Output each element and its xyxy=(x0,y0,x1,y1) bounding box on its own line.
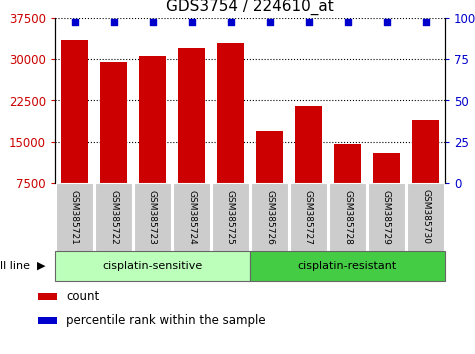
Text: count: count xyxy=(66,290,100,303)
Point xyxy=(110,19,117,25)
Bar xyxy=(55,251,250,281)
Point xyxy=(304,19,312,25)
Bar xyxy=(217,43,244,224)
Title: GDS3754 / 224610_at: GDS3754 / 224610_at xyxy=(166,0,334,15)
Text: cell line  ▶: cell line ▶ xyxy=(0,261,46,271)
Text: GSM385721: GSM385721 xyxy=(70,189,79,245)
Text: GSM385728: GSM385728 xyxy=(343,189,352,245)
Point xyxy=(149,19,156,25)
Bar xyxy=(373,153,400,224)
Bar xyxy=(329,183,366,251)
Bar xyxy=(251,183,288,251)
Text: percentile rank within the sample: percentile rank within the sample xyxy=(66,314,266,327)
Bar xyxy=(61,40,88,224)
Text: GSM385729: GSM385729 xyxy=(382,189,391,245)
Point xyxy=(227,19,234,25)
Text: GSM385722: GSM385722 xyxy=(109,190,118,244)
Bar xyxy=(178,48,205,224)
Text: cisplatin-resistant: cisplatin-resistant xyxy=(298,261,397,271)
Point xyxy=(71,19,78,25)
Point xyxy=(266,19,273,25)
Bar xyxy=(290,183,327,251)
Bar xyxy=(295,106,322,224)
Bar xyxy=(256,131,283,224)
Text: GSM385727: GSM385727 xyxy=(304,189,313,245)
Bar xyxy=(212,183,249,251)
Text: GSM385724: GSM385724 xyxy=(187,190,196,244)
Bar xyxy=(412,120,439,224)
Bar xyxy=(134,183,171,251)
Bar xyxy=(368,183,405,251)
Bar xyxy=(95,183,132,251)
Bar xyxy=(100,62,127,224)
Point xyxy=(188,19,195,25)
Bar xyxy=(56,183,93,251)
Bar xyxy=(38,293,57,300)
Bar xyxy=(407,183,444,251)
Point xyxy=(422,19,429,25)
Bar xyxy=(139,57,166,224)
Text: cisplatin-sensitive: cisplatin-sensitive xyxy=(103,261,203,271)
Text: GSM385725: GSM385725 xyxy=(226,189,235,245)
Bar xyxy=(173,183,210,251)
Bar xyxy=(250,251,445,281)
Point xyxy=(383,19,390,25)
Point xyxy=(344,19,352,25)
Text: GSM385730: GSM385730 xyxy=(421,189,430,245)
Text: GSM385723: GSM385723 xyxy=(148,189,157,245)
Bar xyxy=(38,317,57,324)
Text: GSM385726: GSM385726 xyxy=(265,189,274,245)
Bar xyxy=(334,144,361,224)
